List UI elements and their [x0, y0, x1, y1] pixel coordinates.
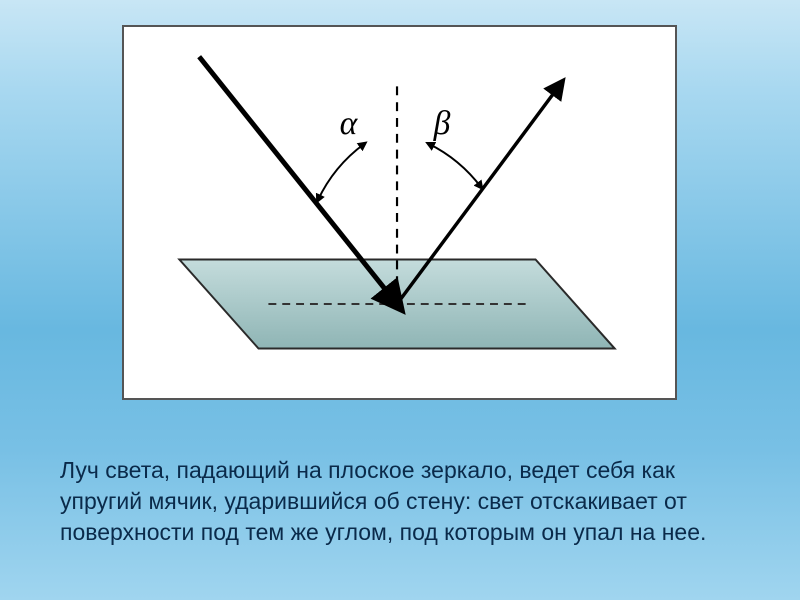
reflection-diagram: α β — [122, 25, 677, 400]
arc-alpha — [318, 144, 364, 200]
label-alpha: α — [340, 105, 359, 142]
label-beta: β — [433, 105, 451, 142]
arc-beta — [429, 144, 481, 188]
caption-text: Луч света, падающий на плоское зеркало, … — [60, 455, 740, 548]
diagram-svg: α β — [124, 27, 675, 398]
